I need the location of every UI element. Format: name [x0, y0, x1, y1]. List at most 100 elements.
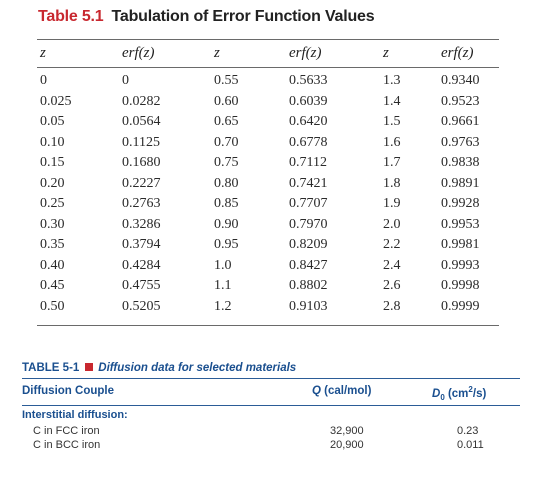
- z-value: 1.9: [383, 196, 401, 211]
- z-value: 1.2: [214, 298, 232, 314]
- z-value: 2.6: [383, 278, 401, 293]
- erf-value: 0.4755: [122, 278, 161, 293]
- erf-value: 0.7112: [289, 155, 327, 170]
- erf-value: 0.5633: [289, 73, 328, 88]
- table-row: 0.10 0.1125 0.70 0.6778 1.6 0.9763: [0, 135, 533, 156]
- table-row: 0.35 0.3794 0.95 0.8209 2.2 0.9981: [0, 237, 533, 258]
- erf-value: 0: [122, 73, 129, 88]
- activation-energy: 20,900: [330, 439, 364, 451]
- section-heading: Interstitial diffusion:: [22, 409, 128, 421]
- erf-value: 0.9981: [441, 237, 480, 252]
- z-value: 1.1: [214, 278, 232, 293]
- table-row: 0.025 0.0282 0.60 0.6039 1.4 0.9523: [0, 94, 533, 115]
- column-header-couple: Diffusion Couple: [22, 385, 114, 397]
- table-row: 0.05 0.0564 0.65 0.6420 1.5 0.9661: [0, 114, 533, 135]
- z-value: 1.0: [214, 257, 232, 273]
- z-value: 0.90: [214, 216, 239, 232]
- erf-value: 0.7421: [289, 175, 328, 191]
- diffusion-couple: C in BCC iron: [33, 439, 101, 451]
- erf-value: 0.9891: [441, 175, 480, 191]
- column-header: erf(z): [289, 45, 322, 61]
- z-value: 0.60: [214, 93, 239, 109]
- z-value: 1.3: [383, 73, 401, 88]
- erf-value: 0.6039: [289, 93, 328, 109]
- z-value: 0.85: [214, 196, 239, 211]
- erf-value: 0.9103: [289, 298, 328, 314]
- erf-value: 0.8802: [289, 278, 328, 293]
- erf-value: 0.8427: [289, 257, 328, 273]
- erf-value: 0.2763: [122, 196, 161, 211]
- erf-value: 0.1680: [122, 155, 161, 170]
- z-value: 1.6: [383, 134, 401, 150]
- z-value: 2.2: [383, 237, 401, 252]
- z-value: 2.0: [383, 216, 401, 232]
- erf-value: 0.9993: [441, 257, 480, 273]
- erf-value: 0.2227: [122, 175, 161, 191]
- table-caption: Tabulation of Error Function Values: [111, 8, 375, 25]
- z-value: 0.05: [40, 114, 65, 129]
- column-header: erf(z): [122, 45, 155, 61]
- diffusion-constant: 0.011: [457, 439, 484, 451]
- table-row: 0.25 0.2763 0.85 0.7707 1.9 0.9928: [0, 196, 533, 217]
- erf-value: 0.9838: [441, 155, 480, 170]
- z-value: 0.20: [40, 175, 65, 191]
- table-body: 0 0 0.55 0.5633 1.3 0.9340 0.025 0.0282 0.60 0.60…: [0, 73, 533, 319]
- erf-value: 0.9763: [441, 134, 480, 150]
- table-row: 0.20 0.2227 0.80 0.7421 1.8 0.9891: [0, 176, 533, 197]
- erf-value: 0.9928: [441, 196, 480, 211]
- erf-value: 0.0564: [122, 114, 161, 129]
- z-value: 0.65: [214, 114, 239, 129]
- erf-value: 0.9999: [441, 298, 480, 314]
- z-value: 0.10: [40, 134, 65, 150]
- z-value: 0.15: [40, 155, 65, 170]
- erf-value: 0.6420: [289, 114, 328, 129]
- z-value: 0.50: [40, 298, 65, 314]
- erf-value: 0.7970: [289, 216, 328, 232]
- z-value: 0.25: [40, 196, 65, 211]
- z-value: 0: [40, 73, 47, 88]
- z-value: 2.4: [383, 257, 401, 273]
- column-header-d0: D0 (cm2/s): [432, 385, 487, 403]
- table-row: 0.45 0.4755 1.1 0.8802 2.6 0.9998: [0, 278, 533, 299]
- column-header: erf(z): [441, 45, 474, 61]
- erf-value: 0.7707: [289, 196, 328, 211]
- table-row: 0 0 0.55 0.5633 1.3 0.9340: [0, 73, 533, 94]
- column-header: z: [40, 45, 46, 61]
- erf-value: 0.9998: [441, 278, 480, 293]
- column-header: z: [383, 45, 389, 61]
- table-row: 0.15 0.1680 0.75 0.7112 1.7 0.9838: [0, 155, 533, 176]
- square-bullet-icon: [85, 363, 94, 371]
- table-row: 0.40 0.4284 1.0 0.8427 2.4 0.9993: [0, 258, 533, 279]
- diffusion-constant: 0.23: [457, 425, 479, 437]
- diffusion-table-header: Diffusion Couple Q (cal/mol) D0 (cm2/s): [22, 378, 520, 406]
- erf-value: 0.3794: [122, 237, 161, 252]
- table-caption: Diffusion data for selected materials: [98, 362, 297, 374]
- z-value: 1.8: [383, 175, 401, 191]
- z-value: 0.80: [214, 175, 239, 191]
- z-value: 0.40: [40, 257, 65, 273]
- z-value: 0.55: [214, 73, 239, 88]
- table-top-rule: [37, 39, 499, 40]
- erf-value: 0.9523: [441, 93, 480, 109]
- erf-value: 0.9340: [441, 73, 480, 88]
- z-value: 0.35: [40, 237, 65, 252]
- table-header-row: z erf(z) z erf(z) z erf(z): [0, 45, 533, 65]
- table-row: C in BCC iron 20,900 0.011: [0, 439, 533, 453]
- z-value: 0.95: [214, 237, 239, 252]
- z-value: 2.8: [383, 298, 401, 314]
- z-value: 0.70: [214, 134, 239, 150]
- erf-value: 0.3286: [122, 216, 161, 232]
- erf-value: 0.0282: [122, 93, 161, 109]
- table-row: C in FCC iron 32,900 0.23: [0, 425, 533, 439]
- z-value: 0.30: [40, 216, 65, 232]
- table-number: Table 5.1: [38, 8, 104, 25]
- column-header-q: Q (cal/mol): [312, 385, 372, 397]
- diffusion-couple: C in FCC iron: [33, 425, 100, 437]
- erf-value: 0.1125: [122, 134, 160, 150]
- table-row: 0.50 0.5205 1.2 0.9103 2.8 0.9999: [0, 299, 533, 320]
- erf-value: 0.5205: [122, 298, 161, 314]
- header-rule: [37, 67, 499, 68]
- z-value: 1.7: [383, 155, 401, 170]
- z-value: 0.45: [40, 278, 65, 293]
- z-value: 0.025: [40, 93, 72, 109]
